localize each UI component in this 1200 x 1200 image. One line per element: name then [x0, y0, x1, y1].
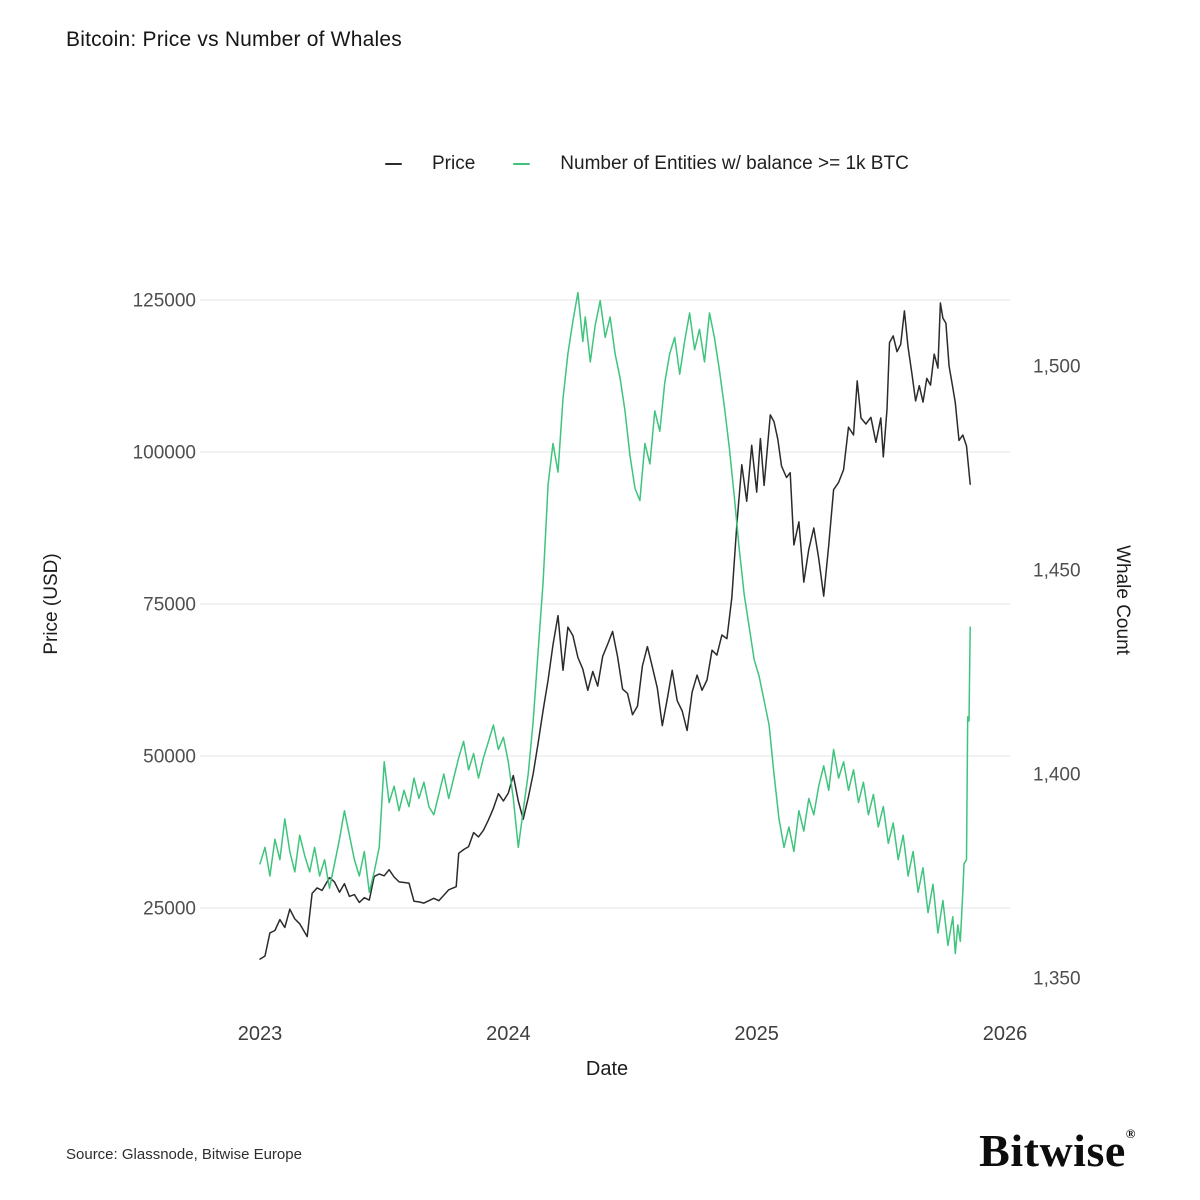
y-left-tick-label: 125000 — [133, 291, 196, 312]
x-tick-label: 2024 — [486, 1023, 531, 1045]
legend-label-price: Price — [432, 153, 476, 174]
y-left-tick-label: 75000 — [143, 595, 196, 616]
page-title: Bitcoin: Price vs Number of Whales — [66, 28, 402, 51]
whales-line — [259, 291, 971, 955]
price-line-swatch-icon — [385, 162, 402, 166]
x-tick-label: 2026 — [983, 1023, 1028, 1045]
legend: Price Number of Entities w/ balance >= 1… — [385, 153, 909, 175]
x-tick-label: 2023 — [238, 1023, 283, 1045]
legend-label-whales: Number of Entities w/ balance >= 1k BTC — [560, 153, 909, 174]
y-left-tick-label: 25000 — [143, 899, 196, 920]
registered-trademark-icon: ® — [1125, 1126, 1136, 1141]
y-right-tick-label: 1,400 — [1033, 765, 1081, 786]
x-axis-title: Date — [585, 1058, 629, 1080]
price-line — [259, 302, 971, 960]
y-axis-right-title: Whale Count — [1112, 545, 1133, 655]
brand-logo-text: Bitwise — [979, 1125, 1126, 1176]
y-left-tick-label: 50000 — [143, 747, 196, 768]
y-axis-left-title: Price (USD) — [41, 553, 62, 655]
source-note: Source: Glassnode, Bitwise Europe — [66, 1146, 302, 1163]
legend-item-price: Price — [385, 153, 475, 175]
y-right-tick-label: 1,450 — [1033, 561, 1081, 582]
brand-logo: Bitwise® — [979, 1124, 1136, 1177]
x-tick-label: 2025 — [734, 1023, 779, 1045]
y-right-tick-label: 1,350 — [1033, 969, 1081, 990]
whales-line-swatch-icon — [513, 162, 531, 166]
y-right-tick-label: 1,500 — [1033, 357, 1081, 378]
legend-item-whales: Number of Entities w/ balance >= 1k BTC — [513, 153, 909, 175]
y-left-tick-label: 100000 — [133, 443, 196, 464]
